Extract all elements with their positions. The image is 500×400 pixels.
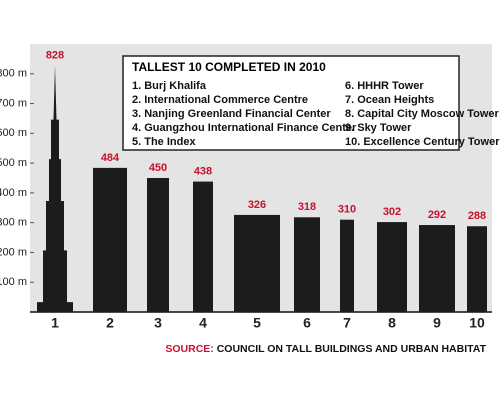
bar (467, 226, 487, 312)
y-tick-label: 600 m (0, 127, 27, 139)
bar (193, 181, 213, 312)
bar (377, 222, 407, 312)
x-tick-label: 4 (199, 315, 207, 331)
bar (294, 217, 320, 312)
value-label: 450 (149, 162, 167, 174)
value-label: 292 (428, 209, 446, 221)
y-tick-label: 700 m (0, 97, 27, 109)
value-label: 438 (194, 165, 212, 177)
y-tick-label: 100 m (0, 276, 27, 288)
source: SOURCE: COUNCIL ON TALL BUILDINGS AND UR… (165, 343, 486, 355)
legend-item: 7. Ocean Heights (345, 94, 434, 106)
bar (419, 225, 455, 312)
value-label: 828 (46, 49, 64, 61)
value-label: 310 (338, 204, 356, 216)
bar (93, 167, 127, 312)
value-label: 484 (101, 152, 120, 164)
x-tick-label: 1 (51, 315, 59, 331)
legend-item: 10. Excellence Century Tower 1 (345, 136, 500, 148)
bar (37, 65, 73, 312)
legend-item: 9. Sky Tower (345, 122, 412, 134)
x-tick-label: 9 (433, 315, 441, 331)
x-tick-label: 6 (303, 315, 311, 331)
x-tick-label: 3 (154, 315, 162, 331)
x-tick-label: 8 (388, 315, 396, 331)
y-tick-label: 500 m (0, 157, 27, 169)
bar (340, 219, 354, 312)
value-label: 302 (383, 206, 401, 218)
value-label: 318 (298, 201, 316, 213)
x-tick-label: 7 (343, 315, 351, 331)
legend-item: 3. Nanjing Greenland Financial Center (132, 108, 331, 120)
x-tick-label: 5 (253, 315, 261, 331)
value-label: 288 (468, 210, 486, 222)
source-label: SOURCE: (165, 343, 213, 355)
legend-item: 8. Capital City Moscow Tower (345, 108, 500, 120)
legend-item: 1. Burj Khalifa (132, 80, 207, 92)
legend-item: 4. Guangzhou International Finance Cente… (132, 122, 357, 134)
bar (234, 214, 280, 312)
y-tick-label: 400 m (0, 187, 27, 199)
value-label: 326 (248, 199, 266, 211)
legend-box (122, 55, 460, 151)
chart-title: TALLEST 10 COMPLETED IN 2010 (132, 60, 326, 74)
legend-item: 6. HHHR Tower (345, 80, 424, 92)
legend: TALLEST 10 COMPLETED IN 2010 1. Burj Kha… (122, 55, 500, 151)
y-tick-label: 800 m (0, 68, 27, 80)
y-tick-label: 300 m (0, 217, 27, 229)
y-tick-label: 200 m (0, 246, 27, 258)
legend-item: 5. The Index (132, 136, 196, 148)
bar (147, 178, 169, 312)
source-text: COUNCIL ON TALL BUILDINGS AND URBAN HABI… (217, 343, 487, 355)
x-tick-label: 2 (106, 315, 114, 331)
legend-item: 2. International Commerce Centre (132, 94, 308, 106)
x-tick-label: 10 (469, 315, 485, 331)
